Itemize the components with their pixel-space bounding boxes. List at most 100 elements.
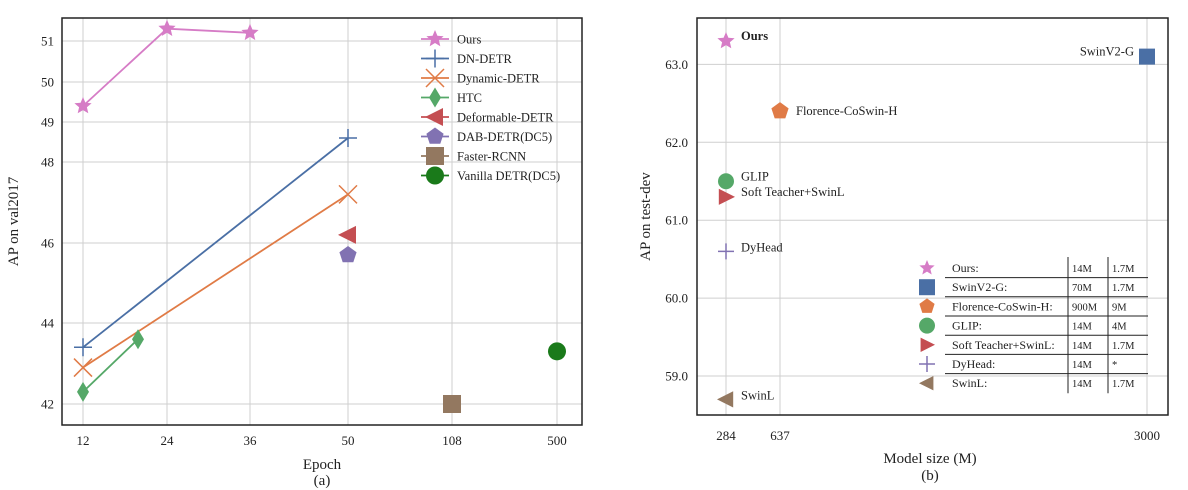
x-tick-label-108: 108 <box>442 433 462 448</box>
x-axis-label-a: Epoch <box>303 457 342 473</box>
x-tick-label-24: 24 <box>161 433 175 448</box>
legend-dn-detr-marker <box>426 49 444 68</box>
point-label-glip: GLIP <box>741 169 769 183</box>
legend-faster-rcnn-marker <box>426 147 444 165</box>
y-tick-label-51: 51 <box>41 34 54 49</box>
y-tick-label-49: 49 <box>41 115 54 130</box>
legend-table-col2-swinv2-g: 1.7M <box>1112 283 1135 294</box>
axes-frame-b <box>696 17 1169 416</box>
panel-b-chart: 284 637 3000 59.0 60.0 61.0 62.0 63.0 Ours SwinV2… <box>638 17 1169 484</box>
panel-label-b: (b) <box>921 468 939 484</box>
panel-a-chart: 12 24 36 50 108 500 42 44 46 48 49 50 51 Ours DN-DETR D… <box>6 17 583 489</box>
x-tick-label-12: 12 <box>77 433 90 448</box>
legend-table-name-soft-teacher-swinl: Soft Teacher+SwinL: <box>952 338 1055 352</box>
legend-label-ours: Ours <box>457 33 481 47</box>
plot-area-a <box>62 18 582 425</box>
legend-table-name-florence-coswin-h: Florence-CoSwin-H: <box>952 299 1053 313</box>
point-label-swinv2-g: SwinV2-G <box>1080 45 1134 59</box>
legend-table-col2-dyhead: * <box>1112 360 1117 371</box>
legend-table-name-ours: Ours: <box>952 261 979 275</box>
legend-table-name-swinl: SwinL: <box>952 376 987 390</box>
point-label-swinl: SwinL <box>741 388 774 402</box>
legend-table-col2-ours: 1.7M <box>1112 264 1135 275</box>
series-line-dn-detr <box>82 137 349 349</box>
series-line-htc <box>82 338 139 393</box>
legend-label-faster-rcnn: Faster-RCNN <box>457 150 526 164</box>
x-tick-label-284: 284 <box>716 428 736 443</box>
legend-table-col1-swinv2-g: 70M <box>1072 283 1093 294</box>
point-ours-2-marker <box>241 23 259 41</box>
point-dynamic-detr-0-marker <box>73 358 93 378</box>
point-b-soft-teacher-swinl-marker <box>718 188 735 205</box>
point-faster-rcnn-0-marker <box>443 395 461 413</box>
legend-label-dn-detr: DN-DETR <box>457 52 513 66</box>
point-dab-detr-dc5-0-marker <box>339 246 357 263</box>
point-deformable-detr-0-marker <box>338 225 356 244</box>
legend-label-dab-detr-dc5: DAB-DETR(DC5) <box>457 130 552 144</box>
y-tick-label-62-0: 62.0 <box>665 135 688 150</box>
point-label-soft-teacher-swinl: Soft Teacher+SwinL <box>741 185 845 199</box>
x-tick-label-500: 500 <box>547 433 567 448</box>
legend-table-col1-dyhead: 14M <box>1072 360 1093 371</box>
legend-table-col1-swinl: 14M <box>1072 379 1093 390</box>
legend-table-name-swinv2-g: SwinV2-G: <box>952 280 1007 294</box>
x-tick-label-50: 50 <box>342 433 355 448</box>
legend-table-col2-soft-teacher-swinl: 1.7M <box>1112 341 1135 352</box>
point-vanilla-detr-dc5-0-marker <box>548 342 566 361</box>
y-tick-label-59-0: 59.0 <box>665 369 688 384</box>
y-axis-label-a: AP on val2017 <box>6 176 22 266</box>
legend-table-ours-marker <box>919 260 935 275</box>
y-tick-label-46: 46 <box>41 236 55 251</box>
legend-deformable-detr-marker <box>425 108 443 126</box>
legend-table-soft-teacher-swinl-marker <box>920 337 935 352</box>
y-tick-label-61-0: 61.0 <box>665 213 688 228</box>
plot-area-b <box>697 18 1168 415</box>
point-label-dyhead: DyHead <box>741 240 783 254</box>
y-axis-label-b: AP on test-dev <box>638 172 654 261</box>
y-tick-label-44: 44 <box>41 316 55 331</box>
point-htc-0-marker <box>77 381 89 402</box>
y-tick-label-50: 50 <box>41 75 54 90</box>
point-b-florence-coswin-h-marker <box>771 102 789 119</box>
legend-label-deformable-detr: Deformable-DETR <box>457 111 554 125</box>
y-tick-label-63-0: 63.0 <box>665 57 688 72</box>
legend-table-florence-coswin-h-marker <box>919 298 935 313</box>
x-tick-label-3000: 3000 <box>1134 428 1160 443</box>
y-tick-label-42: 42 <box>41 397 54 412</box>
point-b-dyhead-marker <box>718 243 734 260</box>
legend-table-col1-soft-teacher-swinl: 14M <box>1072 341 1093 352</box>
legend-table-name-glip: GLIP: <box>952 319 982 333</box>
legend-table-name-dyhead: DyHead: <box>952 357 995 371</box>
point-dn-detr-1-marker <box>339 129 357 147</box>
point-b-swinl-marker <box>717 391 734 408</box>
legend-table-col1-glip: 14M <box>1072 322 1093 333</box>
point-b-ours-marker <box>717 32 735 49</box>
legend-table-swinl-marker <box>919 376 934 391</box>
point-dynamic-detr-1-marker <box>338 184 358 204</box>
panel-label-a: (a) <box>314 473 331 489</box>
legend-table-glip-marker <box>919 317 935 334</box>
legend-dynamic-detr-marker <box>425 68 445 88</box>
legend-table-col2-glip: 4M <box>1112 322 1127 333</box>
point-label-florence-coswin-h: Florence-CoSwin-H <box>796 104 897 118</box>
legend-label-htc: HTC <box>457 91 482 105</box>
y-tick-label-60-0: 60.0 <box>665 291 688 306</box>
point-ours-1-marker <box>158 19 176 36</box>
legend-table-swinv2-g-marker <box>919 279 935 296</box>
legend-table-dyhead-marker <box>919 356 935 372</box>
legend-vanilla-detr-dc5-marker <box>426 166 444 185</box>
x-axis-label-b: Model size (M) <box>883 451 976 467</box>
x-tick-label-637: 637 <box>770 428 790 443</box>
axes-frame-a <box>61 17 583 426</box>
point-label-ours: Ours <box>741 29 768 43</box>
point-b-glip-marker <box>718 173 734 190</box>
legend-label-dynamic-detr: Dynamic-DETR <box>457 72 540 86</box>
legend-table-col1-florence-coswin-h: 900M <box>1072 302 1098 313</box>
legend-table-col2-florence-coswin-h: 9M <box>1112 302 1127 313</box>
y-tick-label-48: 48 <box>41 155 54 170</box>
series-line-dynamic-detr <box>82 193 349 369</box>
x-tick-label-36: 36 <box>244 433 258 448</box>
point-ours-0-marker <box>74 97 92 114</box>
point-htc-1-marker <box>132 329 144 350</box>
